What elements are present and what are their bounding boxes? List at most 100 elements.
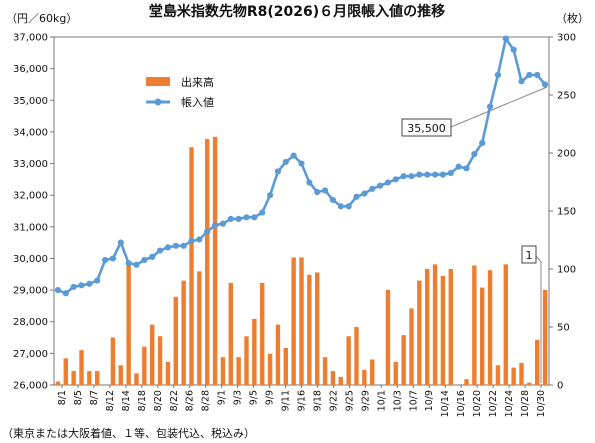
settlement-point <box>447 169 454 177</box>
volume-bar <box>401 335 406 385</box>
volume-bar <box>142 346 147 385</box>
x-axis-tick-label: 8/28 <box>201 390 212 411</box>
settlement-point <box>172 242 179 249</box>
x-axis-tick-label: 10/30 <box>536 390 547 417</box>
volume-bar <box>134 373 139 385</box>
settlement-point <box>479 139 486 147</box>
settlement-point <box>156 247 164 254</box>
x-axis-tick-label: 9/5 <box>249 390 260 405</box>
x-axis-tick-label: 8/1 <box>57 390 68 405</box>
volume-bar <box>165 361 171 385</box>
volume-bar <box>212 136 218 385</box>
volume-bar <box>236 357 241 385</box>
volume-bar <box>393 361 398 385</box>
volume-bar <box>370 359 375 385</box>
settlement-point <box>243 214 250 221</box>
settlement-point <box>534 71 541 79</box>
settlement-point <box>455 163 462 170</box>
settlement-point <box>78 282 85 289</box>
settlement-point <box>133 261 140 268</box>
settlement-point <box>235 215 242 223</box>
settlement-point <box>109 255 117 262</box>
settlement-point <box>486 103 494 110</box>
volume-bar <box>197 271 202 385</box>
settlement-point <box>282 158 289 166</box>
callout-latest-volume: 1 <box>521 245 542 383</box>
volume-bar <box>79 350 84 385</box>
volume-bar <box>299 257 304 385</box>
settlement-point <box>502 35 509 42</box>
settlement-point <box>392 176 399 183</box>
settlement-point <box>384 179 392 186</box>
settlement-point <box>196 236 203 243</box>
settlement-point <box>314 188 321 196</box>
x-axis-tick-label: 8/20 <box>153 390 164 411</box>
settlement-point <box>416 171 423 178</box>
right-axis-unit: （枚） <box>556 11 589 25</box>
x-axis-tick-label: 9/9 <box>265 390 276 405</box>
volume-bar <box>425 269 430 385</box>
volume-bar <box>252 318 257 385</box>
volume-bar <box>55 381 61 385</box>
x-axis-tick-label: 8/26 <box>185 390 196 411</box>
right-axis-tick-label: 300 <box>557 33 576 44</box>
settlement-point <box>149 253 156 260</box>
volume-bar <box>228 282 233 385</box>
settlement-point <box>204 228 211 235</box>
volume-bar <box>440 275 446 385</box>
volume-bar <box>519 362 524 385</box>
volume-bar <box>542 289 548 385</box>
settlement-point <box>274 168 282 175</box>
chart-title: 堂島米指数先物R8(2026)６月限帳入値の推移 <box>149 3 445 20</box>
volume-bar <box>267 353 273 385</box>
settlement-point <box>494 71 502 79</box>
x-axis-tick-label: 10/1 <box>376 390 387 411</box>
left-axis: 26,000 27,000 28,000 29,000 30,000 31,000 32,0… <box>13 33 54 392</box>
volume-bar <box>157 336 163 385</box>
x-axis-tick-label: 10/20 <box>472 390 483 417</box>
left-axis-tick-label: 26,000 <box>13 381 48 392</box>
settlement-point <box>541 81 549 88</box>
left-axis-tick-label: 31,000 <box>13 222 48 233</box>
settlement-point <box>471 150 478 158</box>
volume-bar <box>511 367 516 385</box>
right-axis-tick-label: 0 <box>557 381 563 392</box>
volume-bar <box>95 371 100 385</box>
volume-bar <box>495 365 501 385</box>
left-axis-tick-label: 33,000 <box>13 159 48 170</box>
settlement-point <box>290 152 297 159</box>
volume-bar <box>205 139 210 385</box>
left-axis-tick-label: 30,000 <box>13 254 48 265</box>
volume-bar <box>291 257 296 385</box>
right-axis-tick-label: 250 <box>557 91 576 102</box>
settlement-point <box>510 46 517 53</box>
settlement-point <box>526 71 533 79</box>
x-axis-tick-label: 8/12 <box>105 390 116 411</box>
volume-bar <box>354 327 359 385</box>
x-axis-tick-label: 10/3 <box>392 390 403 411</box>
settlement-point <box>369 185 376 192</box>
x-axis-tick-label: 9/11 <box>281 390 292 411</box>
x-axis: 8/1 8/5 8/7 8/12 8/14 8/18 8/20 8/22 8/26 8/28 9/1… <box>57 385 547 417</box>
settlement-point <box>266 192 274 199</box>
settlement-point <box>62 290 69 297</box>
legend-swatch-settlement-marker <box>154 98 162 106</box>
settlement-point <box>329 196 337 204</box>
x-axis-tick-label: 9/1 <box>217 390 228 405</box>
settlement-point <box>141 256 148 264</box>
settlement-point <box>117 239 124 246</box>
settlement-point <box>431 171 439 178</box>
volume-bar <box>480 287 485 385</box>
callout-latest-price: 35,500 <box>401 86 548 137</box>
x-axis-tick-label: 9/22 <box>328 390 339 411</box>
callout-latest-volume-label: 1 <box>526 249 533 262</box>
volume-bar <box>472 265 477 385</box>
settlement-point <box>298 160 305 167</box>
settlement-point <box>180 242 187 249</box>
settlement-point <box>376 182 384 189</box>
volume-bar <box>409 308 414 385</box>
left-axis-tick-label: 28,000 <box>13 317 48 328</box>
volume-bar <box>385 289 391 385</box>
x-axis-tick-label: 8/5 <box>73 390 84 405</box>
settlement-point <box>259 209 266 216</box>
